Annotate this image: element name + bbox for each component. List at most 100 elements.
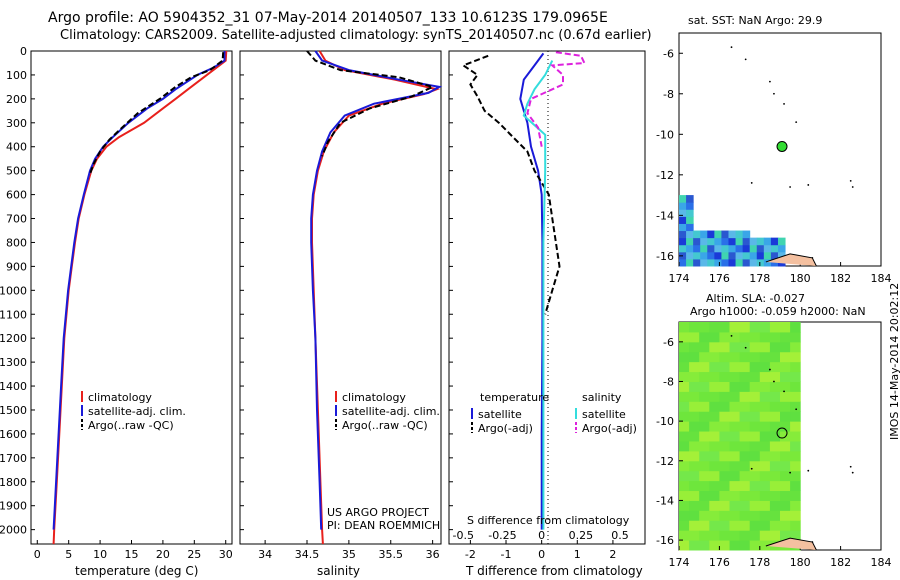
series-line-0 <box>311 50 441 545</box>
sla-cell <box>749 480 761 492</box>
sla-cell <box>699 371 710 382</box>
lat-tick-label: -8 <box>663 375 674 388</box>
depth-axis: 0 100 200 300 400 500 600 700 800 900 1000 1100 1200… <box>0 45 453 537</box>
sla-cell <box>790 411 801 422</box>
sla-cell <box>780 460 791 472</box>
x-tick-label: 35 <box>342 548 356 561</box>
sla-cell <box>699 322 710 333</box>
sst-cell <box>770 258 779 267</box>
island-dot <box>789 471 791 474</box>
sst-cell <box>742 244 751 253</box>
sla-cell <box>699 480 710 492</box>
sla-cell <box>769 391 781 402</box>
sla-cell <box>749 391 761 402</box>
temperature-plot-frame <box>30 50 233 545</box>
sla-cell <box>749 510 761 521</box>
sla-cell <box>709 540 720 551</box>
sst-cell <box>735 251 744 260</box>
sst-cell <box>721 237 729 246</box>
altimetry-map-subtitle: Argo h1000: -0.059 h2000: NaN <box>690 305 866 318</box>
sla-cell <box>729 381 741 392</box>
island-dot <box>849 465 852 468</box>
sla-cell <box>769 341 781 353</box>
series-line-1 <box>310 50 443 530</box>
sla-cell <box>689 351 700 363</box>
sla-cell <box>709 440 720 452</box>
lon-tick-label: 174 <box>669 272 690 285</box>
sla-cell <box>719 371 730 382</box>
sla-cell <box>719 391 730 402</box>
sla-cell <box>790 470 801 482</box>
sla-heatmap-cells <box>679 322 801 551</box>
salinity-panel: 34 34.5 35 35.5 36 climatologysatellite-adj.… <box>239 50 443 578</box>
sst-cell <box>679 230 687 239</box>
sla-cell <box>790 490 801 501</box>
x-tick-label: 5 <box>65 548 72 561</box>
difference-legend: temperature salinitysatelliteArgo(-adj)sa… <box>471 391 637 435</box>
sla-cell <box>699 351 710 363</box>
sla-cell <box>689 381 700 392</box>
s-difference-label: S difference from climatology <box>467 514 630 527</box>
sst-cell <box>679 209 687 217</box>
sla-cell <box>739 500 751 511</box>
island-dot <box>789 186 791 188</box>
sla-cell <box>769 331 781 343</box>
depth-tick-label: 700 <box>6 213 27 226</box>
sla-cell <box>679 341 690 353</box>
sla-cell <box>749 490 761 501</box>
x-tick-label: 34 <box>258 548 272 561</box>
sst-cell <box>686 258 694 267</box>
sla-cell <box>699 361 710 373</box>
land-outline <box>765 537 817 551</box>
island-dot <box>795 408 798 411</box>
lat-tick-label: -6 <box>663 336 674 349</box>
sst-cell <box>679 202 687 210</box>
sst-cell <box>679 216 687 224</box>
series-line-0 <box>519 52 545 530</box>
sla-cell <box>790 391 801 402</box>
sla-cell <box>769 500 781 511</box>
sla-cell <box>709 450 720 462</box>
series-line-2 <box>88 52 225 176</box>
sla-cell <box>729 401 741 412</box>
sla-cell <box>790 510 801 521</box>
sst-cell <box>693 230 701 239</box>
sst-cell <box>714 230 722 239</box>
sla-cell <box>749 361 761 373</box>
sla-cell <box>759 500 771 511</box>
sst-cell <box>693 258 701 267</box>
x-tick-label: 0 <box>34 548 41 561</box>
sst-cell <box>735 230 744 239</box>
sla-cell <box>739 391 751 402</box>
x-tick-label: 10 <box>93 548 107 561</box>
altimetry-map-panel: 174 176 178 180 182 184 -6 -8 -10 -12 -14 -16 <box>656 321 892 569</box>
legend-heading: salinity <box>582 391 622 404</box>
sla-cell <box>689 401 700 412</box>
argo-position-marker <box>776 140 788 152</box>
sla-cell <box>719 351 730 363</box>
sst-cell <box>707 258 715 267</box>
sla-cell <box>679 401 690 412</box>
sla-cell <box>729 371 741 382</box>
island-dot <box>730 46 733 49</box>
sla-cell <box>689 331 700 343</box>
sla-cell <box>780 411 791 422</box>
depth-tick-label: 100 <box>6 69 27 82</box>
depth-tick-label: 0 <box>20 45 27 58</box>
x-tick-label: 25 <box>187 548 201 561</box>
depth-tick-label: 1600 <box>0 428 27 441</box>
sst-cell <box>735 258 744 267</box>
sla-cell <box>699 540 710 551</box>
sst-cell <box>756 237 765 246</box>
sst-cell <box>770 251 779 260</box>
sla-cell <box>679 520 690 531</box>
sla-cell <box>719 401 730 412</box>
sla-cell <box>739 361 751 373</box>
temperature-panel: 0100200300400500600700800900100011001200… <box>0 45 453 578</box>
sla-cell <box>759 520 771 531</box>
sla-cell <box>749 381 761 392</box>
sla-cell <box>749 351 761 363</box>
sst-cell <box>721 258 729 267</box>
altimetry-map-axes: 174 176 178 180 182 184 -6 -8 -10 -12 -14 -16 <box>656 336 891 569</box>
